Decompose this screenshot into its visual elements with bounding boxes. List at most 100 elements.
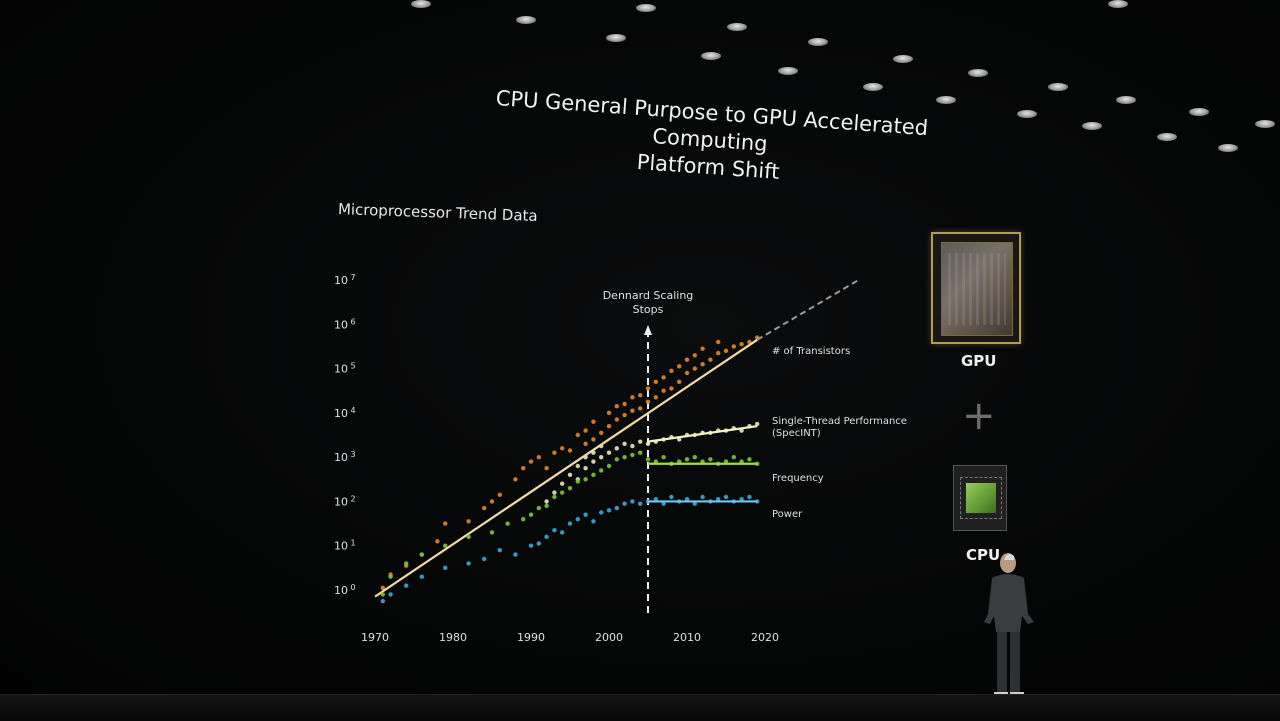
series-point — [700, 459, 705, 464]
series-point — [645, 441, 651, 447]
series-point — [521, 466, 526, 471]
series-label: Frequency — [772, 473, 824, 484]
series-point — [575, 516, 580, 522]
series-point — [552, 490, 557, 495]
series-point — [653, 395, 658, 400]
series-point — [544, 534, 549, 540]
series-point — [606, 463, 612, 469]
series-point — [622, 412, 627, 418]
ceiling-light — [516, 16, 536, 24]
series-point — [560, 490, 565, 495]
series-point — [388, 574, 393, 579]
ceiling-light — [606, 34, 626, 42]
series-point — [591, 419, 596, 424]
series-point — [599, 443, 604, 449]
series-point — [497, 547, 502, 553]
series-point — [653, 379, 658, 385]
cpu-label: CPU — [966, 546, 1001, 564]
series-point — [677, 379, 682, 385]
series-point — [653, 497, 658, 502]
ceiling-light — [1218, 144, 1238, 152]
series-point — [630, 408, 635, 413]
dennard-arrow-head — [644, 325, 652, 335]
y-tick-label: 10 1 — [334, 539, 356, 553]
ceiling-light — [1189, 108, 1209, 116]
series-point — [567, 521, 573, 526]
series-label: Single-Thread Performance — [772, 416, 907, 427]
series-point — [443, 565, 448, 571]
series-point — [435, 539, 440, 544]
ceiling-light — [636, 4, 656, 12]
series-point — [630, 499, 635, 504]
series-point — [536, 505, 541, 511]
series-point — [669, 494, 674, 500]
series-point — [692, 366, 697, 371]
series-point — [599, 430, 604, 435]
series-point — [443, 543, 448, 548]
y-tick-label: 10 3 — [334, 450, 356, 464]
ceiling-light — [1157, 133, 1177, 141]
series-point — [599, 454, 604, 460]
series-point — [692, 454, 697, 460]
series-point — [489, 499, 495, 504]
slide-title: CPU General Purpose to GPU Accelerated C… — [468, 83, 952, 197]
series-point — [583, 428, 588, 433]
series-point — [606, 508, 612, 513]
series-point — [552, 450, 557, 455]
dennard-label-line2: Stops — [633, 303, 664, 316]
series-point — [606, 450, 612, 455]
y-tick-label: 10 6 — [334, 317, 356, 331]
stage-floor — [0, 694, 1280, 721]
series-point — [544, 503, 549, 509]
series-point — [536, 541, 541, 546]
trend-chart: 10 0 10 1 10 2 10 3 10 4 10 5 10 6 10 7 1970 1980… — [334, 273, 907, 644]
ceiling-light — [968, 69, 988, 77]
series-point — [739, 342, 744, 347]
series-label-line2: (SpecINT) — [772, 428, 821, 439]
series-point — [560, 530, 565, 535]
series-point — [606, 423, 612, 429]
series-point — [497, 492, 502, 497]
series-point — [388, 592, 393, 597]
series-point — [661, 388, 666, 393]
series-point — [552, 494, 557, 500]
ceiling-light — [1048, 83, 1068, 91]
series-point — [443, 521, 448, 526]
series-point — [513, 552, 518, 557]
ceiling-light — [1082, 122, 1102, 130]
series-point — [700, 346, 705, 351]
series-point — [622, 501, 627, 506]
series-point — [638, 406, 643, 411]
series-point — [630, 452, 635, 458]
ceiling-light — [1255, 120, 1275, 128]
series-point — [669, 368, 674, 373]
series-point — [567, 448, 573, 453]
series-point — [591, 459, 596, 464]
series-point — [653, 459, 658, 464]
series-trend-line — [374, 338, 758, 598]
series-point — [466, 561, 471, 566]
chart-title: Microprocessor Trend Data — [337, 200, 538, 225]
ceiling-light — [808, 38, 828, 46]
series-point — [684, 497, 690, 502]
series-point — [700, 494, 705, 500]
series-point — [716, 339, 721, 345]
series-point — [630, 443, 635, 449]
series-point — [591, 519, 596, 524]
y-tick-label: 10 0 — [334, 583, 356, 597]
ceiling-light — [893, 55, 913, 63]
series-point — [380, 585, 385, 590]
series-point — [716, 350, 721, 356]
ceiling-light — [778, 67, 798, 75]
series-point — [692, 353, 697, 358]
y-tick-label: 10 5 — [334, 362, 356, 376]
presenter-figure — [984, 553, 1034, 698]
series-point — [591, 472, 596, 478]
series-point — [583, 454, 588, 460]
series-point — [622, 454, 627, 460]
series-point — [552, 528, 557, 533]
series-point — [622, 441, 627, 447]
series-point — [528, 512, 534, 517]
series-point — [521, 516, 526, 522]
ceiling-light — [411, 0, 431, 8]
